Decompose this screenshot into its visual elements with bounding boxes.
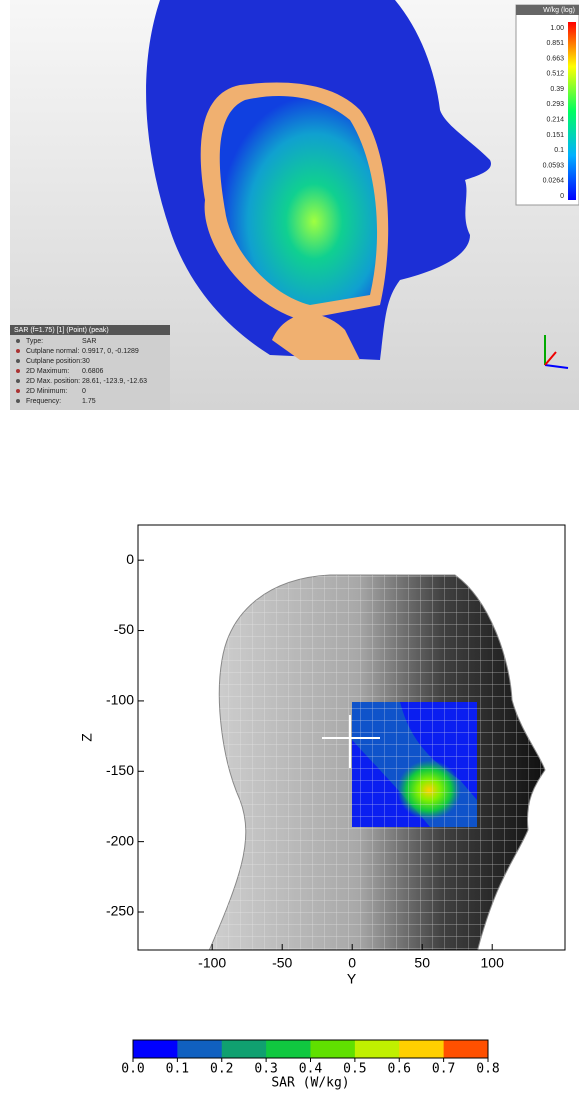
colorbar-cell xyxy=(310,1040,356,1058)
legend-label: 0.39 xyxy=(550,86,564,93)
legend-label: 0.293 xyxy=(546,101,564,108)
plot-frame xyxy=(137,524,566,951)
info-value: 28.61, -123.9, -12.63 xyxy=(82,378,147,385)
legend-label: 0.663 xyxy=(546,55,564,62)
info-key: Frequency: xyxy=(26,398,61,405)
legend-label: 0.512 xyxy=(546,71,564,78)
x-tick-label: 50 xyxy=(414,955,430,971)
colorbar-cell xyxy=(266,1040,311,1058)
info-panel xyxy=(10,325,170,410)
info-header xyxy=(10,325,170,335)
sar-cutplane xyxy=(219,96,378,305)
info-key: 2D Maximum: xyxy=(26,368,69,375)
y-tick-label: -250 xyxy=(106,903,134,919)
row-icon xyxy=(16,389,20,393)
colorbar-label: SAR (W/kg) xyxy=(271,1076,349,1091)
info-key: Cutplane normal: xyxy=(26,348,79,355)
info-value: SAR xyxy=(82,338,96,345)
row-icon xyxy=(16,369,20,373)
row-icon xyxy=(16,359,20,363)
y-tick-label: -100 xyxy=(106,692,134,708)
colorbar-tick-label: 0.5 xyxy=(343,1062,366,1077)
legend-header xyxy=(516,5,579,15)
colorbar-tick-label: 0.2 xyxy=(210,1062,233,1077)
x-tick-label: -50 xyxy=(272,955,292,971)
x-tick-label: 100 xyxy=(481,955,505,971)
x-tick-label: -100 xyxy=(198,955,226,971)
colorbar-tick-label: 0.4 xyxy=(299,1062,323,1077)
legend-label: 0.0593 xyxy=(543,162,565,169)
colorbar-cell xyxy=(221,1040,267,1058)
axes-triad xyxy=(544,335,569,369)
info-title: SAR (f=1.75) [1] (Point) (peak) xyxy=(14,327,109,334)
colorbar-tick-label: 0.6 xyxy=(388,1062,411,1077)
y-tick-label: -200 xyxy=(106,832,134,848)
info-key: 2D Minimum: xyxy=(26,388,67,395)
row-icon xyxy=(16,399,20,403)
colorbar-cell xyxy=(443,1040,489,1058)
y-axis-label: Z xyxy=(79,733,95,742)
colorbar-cell xyxy=(133,1040,178,1058)
info-key: 2D Max. position: xyxy=(26,378,80,385)
legend-colorbar xyxy=(568,22,576,200)
colorbar-tick-label: 0.0 xyxy=(121,1062,144,1077)
cutplane-neck xyxy=(272,313,360,360)
y-tick-label: -150 xyxy=(106,762,134,778)
legend-label: 0.0264 xyxy=(543,178,565,185)
info-key: Type: xyxy=(26,338,43,345)
row-icon xyxy=(16,379,20,383)
info-value: 30 xyxy=(82,358,90,365)
legend-label: 0.1 xyxy=(554,147,564,154)
row-icon xyxy=(16,349,20,353)
y-tick-label: -50 xyxy=(114,621,134,637)
x-axis-label: Y xyxy=(347,971,357,987)
y-tick-label: 0 xyxy=(126,551,134,567)
info-value: 0 xyxy=(82,388,86,395)
colorbar-tick-label: 0.3 xyxy=(254,1062,277,1077)
sar-mesh xyxy=(352,702,477,827)
info-value: 0.6806 xyxy=(82,368,104,375)
legend-label: 0.214 xyxy=(546,116,564,123)
colorbar-cell xyxy=(354,1040,400,1058)
legend-label: 0 xyxy=(560,193,564,200)
info-value: 1.75 xyxy=(82,398,96,405)
colorbar-tick-label: 0.7 xyxy=(432,1062,455,1077)
legend-label: 1.00 xyxy=(550,25,564,32)
legend-label: 0.151 xyxy=(546,132,564,139)
probe-cross xyxy=(322,715,380,768)
info-value: 0.9917, 0, -0.1289 xyxy=(82,348,139,355)
colorbar-tick-label: 0.1 xyxy=(166,1062,189,1077)
colorbar-tick-label: 0.8 xyxy=(476,1062,499,1077)
x-tick-label: 0 xyxy=(348,955,356,971)
colorbar-cell xyxy=(399,1040,445,1058)
legend-title: W/kg (log) xyxy=(543,7,575,14)
row-icon xyxy=(16,339,20,343)
colorbar-cell xyxy=(177,1040,223,1058)
info-key: Cutplane position: xyxy=(26,358,82,365)
legend-label: 0.851 xyxy=(546,40,564,47)
